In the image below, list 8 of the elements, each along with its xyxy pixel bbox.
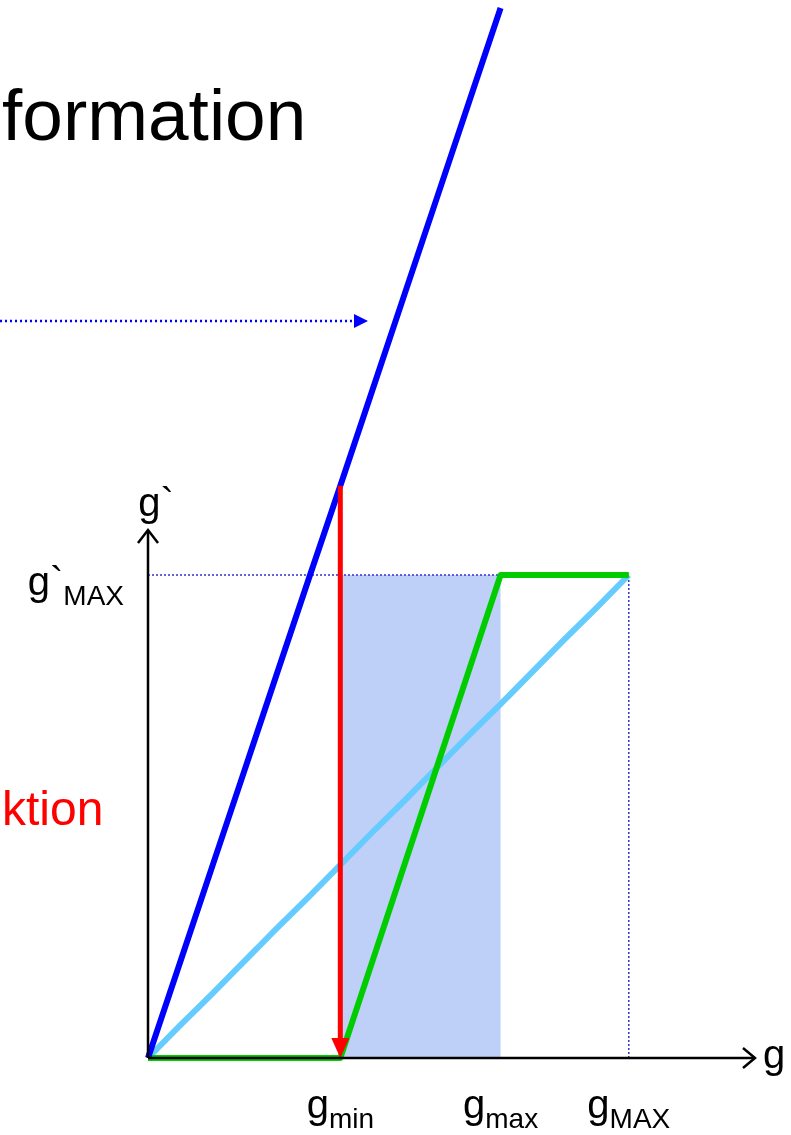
x-tick-label: g$_{MAX}$ bbox=[587, 1082, 671, 1134]
x-tick-label: g$_{max}$ bbox=[463, 1082, 539, 1134]
ref-line-label: g`$_{MAX}$ bbox=[27, 559, 125, 611]
text: ktion bbox=[2, 782, 104, 835]
x-axis-title: g bbox=[763, 1032, 786, 1076]
y-axis-title: g` bbox=[138, 480, 174, 524]
x-tick-label: g$_{min}$ bbox=[306, 1082, 374, 1134]
text: formation bbox=[2, 74, 307, 155]
